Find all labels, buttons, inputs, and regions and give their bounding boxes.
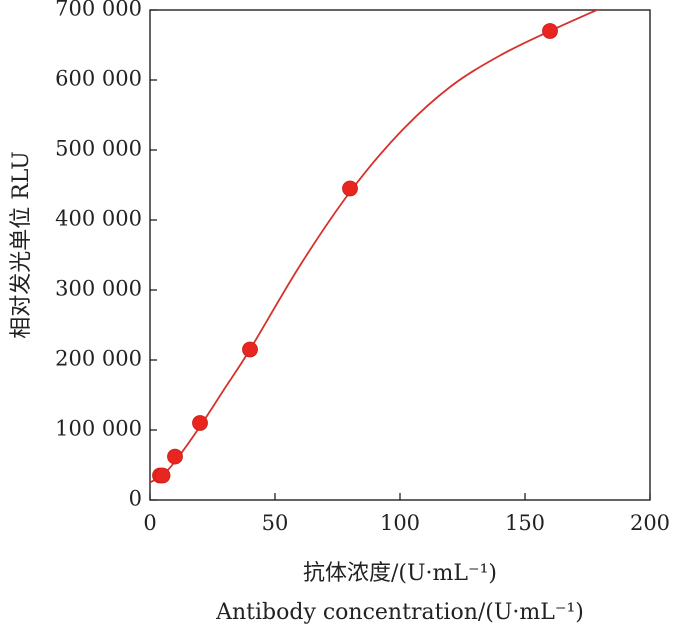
x-tick-label: 50	[262, 511, 289, 535]
x-tick-label: 150	[505, 511, 545, 535]
data-point	[154, 467, 171, 484]
x-axis-title-zh: 抗体浓度/(U·mL⁻¹)	[303, 561, 497, 586]
data-points-layer	[152, 23, 558, 484]
x-tick-label: 100	[380, 511, 420, 535]
y-tick-label: 0	[129, 487, 142, 511]
plot-frame	[149, 9, 651, 501]
x-tick-label: 200	[630, 511, 670, 535]
data-point	[342, 180, 358, 197]
y-tick-label: 100 000	[55, 417, 142, 441]
y-axis-title: 相对发光单位 RLU	[9, 151, 34, 339]
fit-curve-layer	[150, 10, 600, 484]
y-tick-label: 700 000	[55, 0, 142, 21]
y-tick-label: 400 000	[55, 207, 142, 231]
y-tick-label: 600 000	[55, 67, 142, 91]
fit-curve	[150, 10, 600, 484]
y-tick-label: 300 000	[55, 277, 142, 301]
data-point	[167, 448, 183, 465]
ticks: 0 50 100 150 200 0 100 000 200 000 300 000 400 00…	[55, 0, 670, 535]
axes	[149, 9, 651, 501]
data-point	[542, 23, 558, 39]
y-tick-label: 200 000	[55, 347, 142, 371]
y-tick-label: 500 000	[55, 137, 142, 161]
x-axis-title-en: Antibody concentration/(U·mL⁻¹)	[215, 600, 584, 625]
data-point	[242, 341, 258, 358]
data-point	[192, 415, 208, 431]
x-tick-label: 0	[143, 511, 156, 535]
